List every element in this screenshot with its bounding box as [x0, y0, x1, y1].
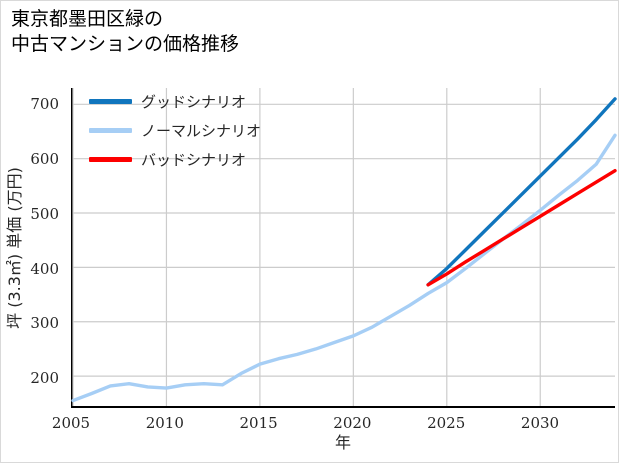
- x-tick-label: 2010: [145, 414, 184, 432]
- y-axis-label: 坪 (3.3㎡) 単価 (万円): [5, 167, 24, 329]
- y-axis-ticks: 200 300 400 500 600 700: [1, 88, 67, 408]
- x-tick-label: 2030: [520, 414, 560, 432]
- legend-color-swatch: [89, 127, 132, 133]
- legend-item[interactable]: ノーマルシナリオ: [89, 121, 262, 140]
- y-tick-label: 400: [30, 259, 59, 278]
- grid-lines: [72, 88, 615, 406]
- y-tick-label: 600: [30, 150, 59, 169]
- data-series-lines: [71, 97, 617, 403]
- x-tick-label: 2005: [51, 414, 91, 432]
- y-tick-label: 700: [30, 95, 59, 114]
- chart-legend: グッドシナリオ ノーマルシナリオ バッドシナリオ: [89, 92, 262, 169]
- y-tick-label: 500: [30, 204, 59, 223]
- x-axis-label: 年: [334, 433, 351, 452]
- x-axis-ticks: 2005 2010 2015 2020 2025 2030: [52, 408, 615, 434]
- x-tick-label: 2015: [239, 414, 278, 432]
- y-tick-label: 300: [30, 314, 59, 333]
- legend-label: グッドシナリオ: [141, 92, 247, 111]
- x-tick-label: 2025: [427, 414, 466, 432]
- legend-item[interactable]: グッドシナリオ: [89, 92, 261, 111]
- legend-color-swatch: [89, 156, 132, 162]
- x-tick-label: 2020: [333, 414, 372, 432]
- legend-color-swatch: [89, 98, 132, 104]
- legend-item[interactable]: バッドシナリオ: [89, 150, 261, 169]
- plot-area: [71, 88, 617, 408]
- legend-label: ノーマルシナリオ: [141, 121, 262, 140]
- y-tick-label: 200: [30, 368, 59, 387]
- legend-label: バッドシナリオ: [141, 150, 247, 169]
- page-title: 東京都墨田区緑の 中古マンションの価格推移: [11, 8, 240, 55]
